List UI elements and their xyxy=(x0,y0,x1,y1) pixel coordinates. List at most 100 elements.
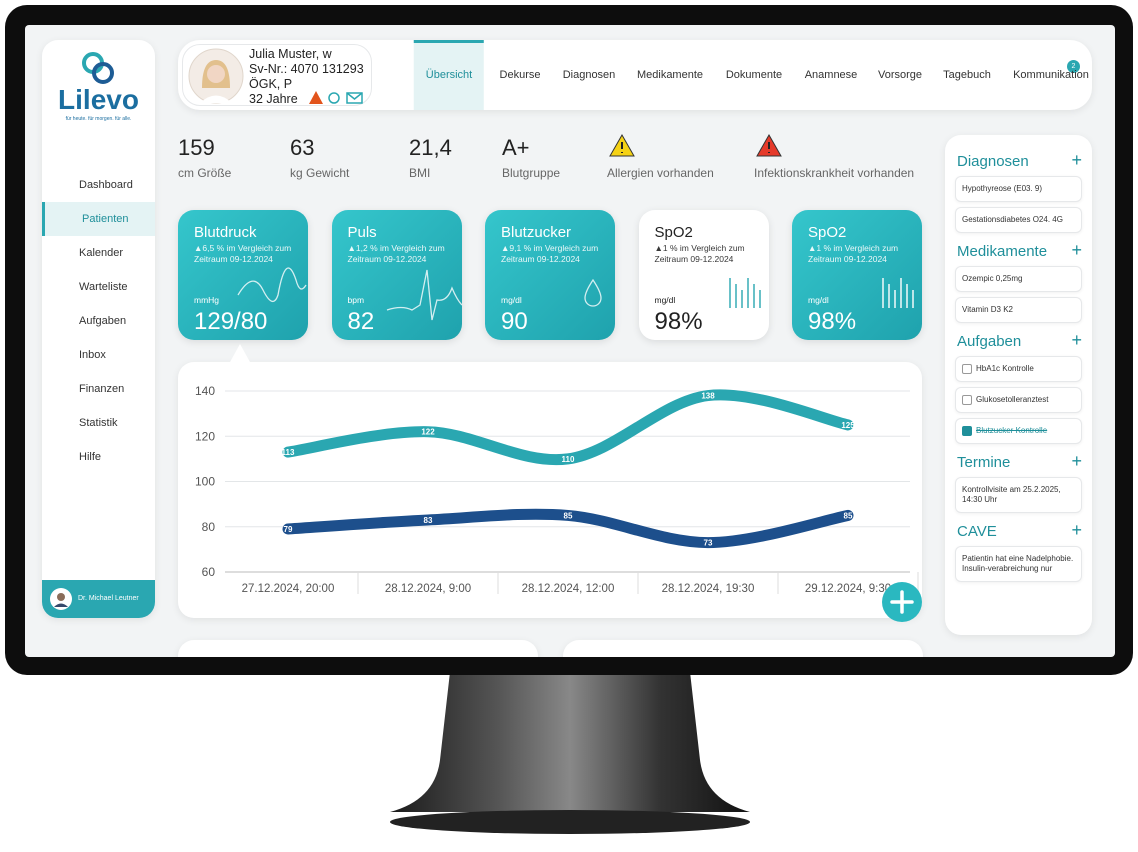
stat-label: kg Gewicht xyxy=(290,166,350,180)
vital-card[interactable]: Blutdruck ▲6,5 % im Vergleich zum Zeitrau… xyxy=(178,210,308,340)
nav-item[interactable]: Dashboard xyxy=(79,179,133,191)
user-bar[interactable]: Dr. Michael Leutner xyxy=(42,580,155,618)
section-item[interactable]: Hypothyreose (E03. 9) xyxy=(955,176,1082,202)
x-tick-label: 28.12.2024, 19:30 xyxy=(662,583,755,595)
nav-item[interactable]: Aufgaben xyxy=(79,315,127,327)
checkbox[interactable] xyxy=(962,364,972,374)
section-item[interactable]: Kontrollvisite am 25.2.2025, 14:30 Uhr xyxy=(955,477,1082,513)
deco-bar xyxy=(734,284,737,308)
deco-bar xyxy=(758,290,761,308)
y-tick-label: 60 xyxy=(202,565,216,579)
data-label: 138 xyxy=(701,392,715,401)
vital-change: ▲1 % im Vergleich zum Zeitraum 09-12.202… xyxy=(808,243,899,264)
vital-card[interactable]: Blutzucker ▲9,1 % im Vergleich zum Zeitra… xyxy=(485,210,615,340)
deco-bar xyxy=(894,290,896,308)
task-text: Blutzucker Kontrolle xyxy=(976,426,1048,435)
item-text: Hypothyreose (E03. 9) xyxy=(962,184,1043,193)
vital-card[interactable]: SpO2 ▲1 % im Vergleich zum Zeitraum 09-12… xyxy=(638,210,769,340)
tab[interactable]: Medikamente xyxy=(636,69,704,81)
vital-graphic xyxy=(386,269,462,321)
checkbox[interactable] xyxy=(962,426,972,436)
vital-value: 98% xyxy=(808,308,857,335)
vital-card[interactable]: SpO2 ▲1 % im Vergleich zum Zeitraum 09-12… xyxy=(792,210,922,340)
x-tick-label: 27.12.2024, 20:00 xyxy=(242,583,335,595)
vital-value: 129/80 xyxy=(194,308,268,335)
task-text: HbA1c Kontrolle xyxy=(976,364,1034,373)
vital-change: ▲1 % im Vergleich zum Zeitraum 09-12.202… xyxy=(654,243,745,264)
tab[interactable]: Kommunikation xyxy=(1013,69,1089,81)
checkbox[interactable] xyxy=(962,395,972,405)
tab[interactable]: Dokumente xyxy=(725,69,783,81)
section-title: Medikamente xyxy=(957,243,1048,260)
section-item[interactable]: Glukosetolleranztest xyxy=(955,387,1082,413)
section-header: Medikamente + xyxy=(957,240,1082,260)
vital-change: ▲9,1 % im Vergleich zum Zeitraum 09-12.2… xyxy=(501,243,599,264)
x-tick-label: 29.12.2024, 9:30 xyxy=(805,583,891,595)
tab[interactable]: Tagebuch xyxy=(943,69,991,81)
tab[interactable]: Vorsorge xyxy=(877,69,923,81)
add-icon[interactable]: + xyxy=(1071,451,1082,471)
nav-item[interactable]: Finanzen xyxy=(79,383,125,395)
data-label: 110 xyxy=(562,455,575,464)
section-item[interactable]: Gestationsdiabetes O24. 4G xyxy=(955,207,1082,233)
data-label: 73 xyxy=(704,539,713,548)
nav-item[interactable]: Inbox xyxy=(79,349,106,361)
y-tick-label: 80 xyxy=(202,520,216,534)
vital-change: ▲1,2 % im Vergleich zum Zeitraum 09-12.2… xyxy=(347,243,445,264)
brand-name: Lilevo xyxy=(58,84,139,115)
section-item[interactable]: Ozempic 0,25mg xyxy=(955,266,1082,292)
tab[interactable]: Anamnese xyxy=(804,69,858,81)
line xyxy=(282,508,854,549)
item-text: Ozempic 0,25mg xyxy=(962,274,1023,283)
add-button[interactable] xyxy=(880,582,922,622)
section-item[interactable]: Vitamin D3 K2 xyxy=(955,297,1082,323)
nav-item[interactable]: Kalender xyxy=(79,247,124,259)
add-icon[interactable]: + xyxy=(1071,330,1082,350)
vital-title: Blutdruck xyxy=(194,224,257,241)
patient-icons xyxy=(309,91,363,104)
tab[interactable]: Diagnosen xyxy=(562,69,616,81)
stat-label: Blutgruppe xyxy=(502,166,561,180)
alert-label: Infektionskrankheit vorhanden xyxy=(754,166,915,180)
data-label: 83 xyxy=(424,516,433,525)
deco-bar xyxy=(888,284,890,308)
header: Julia Muster, w Sv-Nr.: 4070 131293 ÖGK,… xyxy=(178,40,1092,110)
tab[interactable]: Dekurse xyxy=(499,69,541,81)
add-icon[interactable]: + xyxy=(1071,520,1082,540)
section-item[interactable]: Patientin hat eine Nadelphobie. Insulin-… xyxy=(955,546,1082,582)
patient-insurance: ÖGK, P xyxy=(249,77,293,91)
data-label: 122 xyxy=(421,428,435,437)
section-item[interactable]: Blutzucker Kontrolle xyxy=(955,418,1082,444)
deco xyxy=(386,269,462,321)
deco-bar xyxy=(906,284,908,308)
data-label: 85 xyxy=(564,511,573,520)
deco-bar xyxy=(882,278,884,308)
avatar xyxy=(50,588,72,610)
chart: 60 80 100 120 140 27.12.2024, 20:00 28.12.2024… xyxy=(195,344,919,595)
item-text: Gestationsdiabetes O24. 4G xyxy=(962,215,1063,224)
data-label: 79 xyxy=(284,525,293,534)
section-item[interactable]: HbA1c Kontrolle xyxy=(955,356,1082,382)
brand-tagline: für heute. für morgen. für alle. xyxy=(65,116,132,122)
tab[interactable]: Übersicht xyxy=(413,40,485,110)
add-icon[interactable]: + xyxy=(1071,240,1082,260)
stat-label: BMI xyxy=(409,166,431,180)
nav-item[interactable]: Warteliste xyxy=(79,281,128,293)
nav-item[interactable]: Statistik xyxy=(79,417,118,429)
nav-item[interactable]: Hilfe xyxy=(79,451,102,463)
nav-item[interactable]: Patienten xyxy=(42,202,155,236)
vital-unit: mg/dl xyxy=(501,295,522,305)
vital-title: Blutzucker xyxy=(501,224,572,241)
item-text: Vitamin D3 K2 xyxy=(962,305,1013,314)
section-title: Termine xyxy=(957,454,1011,471)
stat-value: 159 xyxy=(178,135,215,160)
patient-sv: Sv-Nr.: 4070 131293 xyxy=(249,62,364,76)
vital-card[interactable]: Puls ▲1,2 % im Vergleich zum Zeitraum 09-… xyxy=(331,210,462,340)
section-header: CAVE + xyxy=(957,520,1082,540)
data-label: 85 xyxy=(844,511,853,520)
vital-unit: mmHg xyxy=(194,295,220,305)
add-icon[interactable]: + xyxy=(1071,150,1082,170)
stat-value: 63 xyxy=(290,135,315,160)
